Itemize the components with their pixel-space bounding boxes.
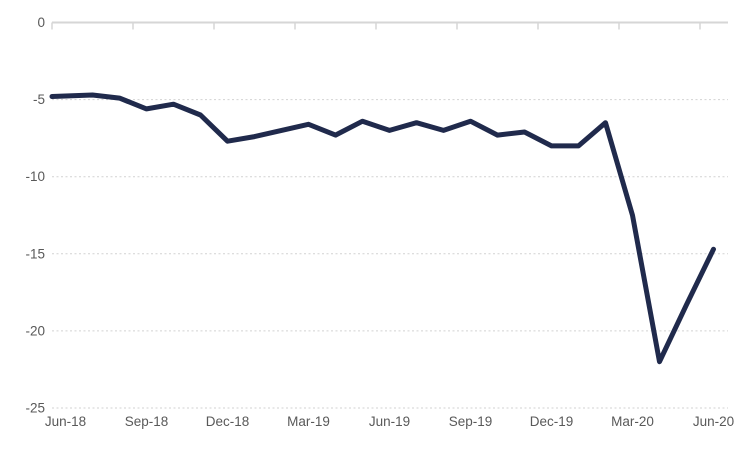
x-axis-tick-label: Sep-19: [449, 414, 493, 429]
x-axis-tick-label: Jun-19: [369, 414, 410, 429]
y-axis-tick-label: -20: [25, 323, 45, 338]
data-series-line: [49, 92, 716, 365]
x-axis-tick-label: Jun-18: [45, 414, 86, 429]
x-axis-tick-label: Mar-19: [287, 414, 330, 429]
y-axis-tick-label: -15: [25, 246, 45, 261]
y-axis-tick-label: 0: [37, 15, 45, 30]
y-axis-tick-label: -25: [25, 401, 45, 416]
y-axis-tick-label: -10: [25, 169, 45, 184]
x-axis-tick-label: Jun-20: [693, 414, 734, 429]
x-axis-tick-label: Mar-20: [611, 414, 654, 429]
x-axis-tick-label: Dec-18: [206, 414, 250, 429]
x-axis-tick-label: Sep-18: [125, 414, 169, 429]
x-axis-tick-label: Dec-19: [530, 414, 574, 429]
y-axis-tick-label: -5: [33, 92, 45, 107]
